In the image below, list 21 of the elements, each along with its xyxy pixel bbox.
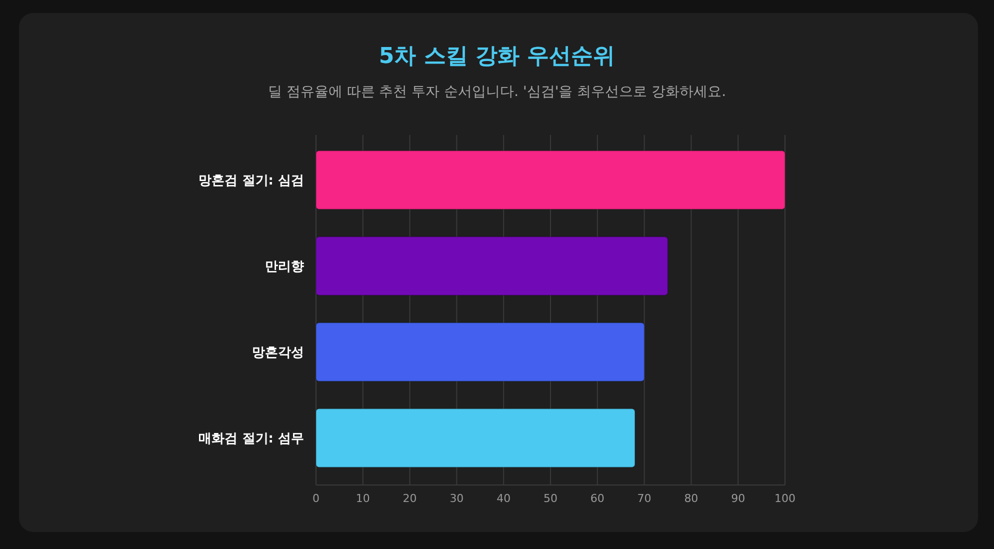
bar [316, 322, 645, 382]
x-tick-label: 0 [312, 492, 320, 505]
bar [316, 150, 786, 210]
x-tick-label: 90 [731, 492, 746, 505]
bar [316, 236, 668, 296]
x-tick-label: 30 [450, 492, 464, 505]
x-tick-label: 40 [496, 492, 511, 505]
y-tick-label: 망혼각성 [252, 346, 304, 361]
y-tick-label: 망혼검 절기: 심검 [198, 174, 304, 189]
chart-title: 5차 스킬 강화 우선순위 [378, 44, 616, 69]
x-tick-label: 80 [684, 492, 698, 505]
x-tick-label: 20 [402, 492, 417, 505]
x-tick-label: 100 [774, 492, 796, 505]
y-tick-label: 매화검 절기: 섬무 [198, 432, 304, 447]
chart-subtitle: 딜 점유율에 따른 추천 투자 순서입니다. '심검'을 최우선으로 강화하세요. [268, 84, 726, 100]
y-tick-label: 만리향 [265, 260, 304, 275]
x-tick-label: 70 [637, 492, 652, 505]
x-tick-label: 50 [544, 492, 558, 505]
x-tick-label: 60 [590, 492, 604, 505]
bar [316, 408, 636, 468]
x-tick-label: 10 [356, 492, 370, 505]
